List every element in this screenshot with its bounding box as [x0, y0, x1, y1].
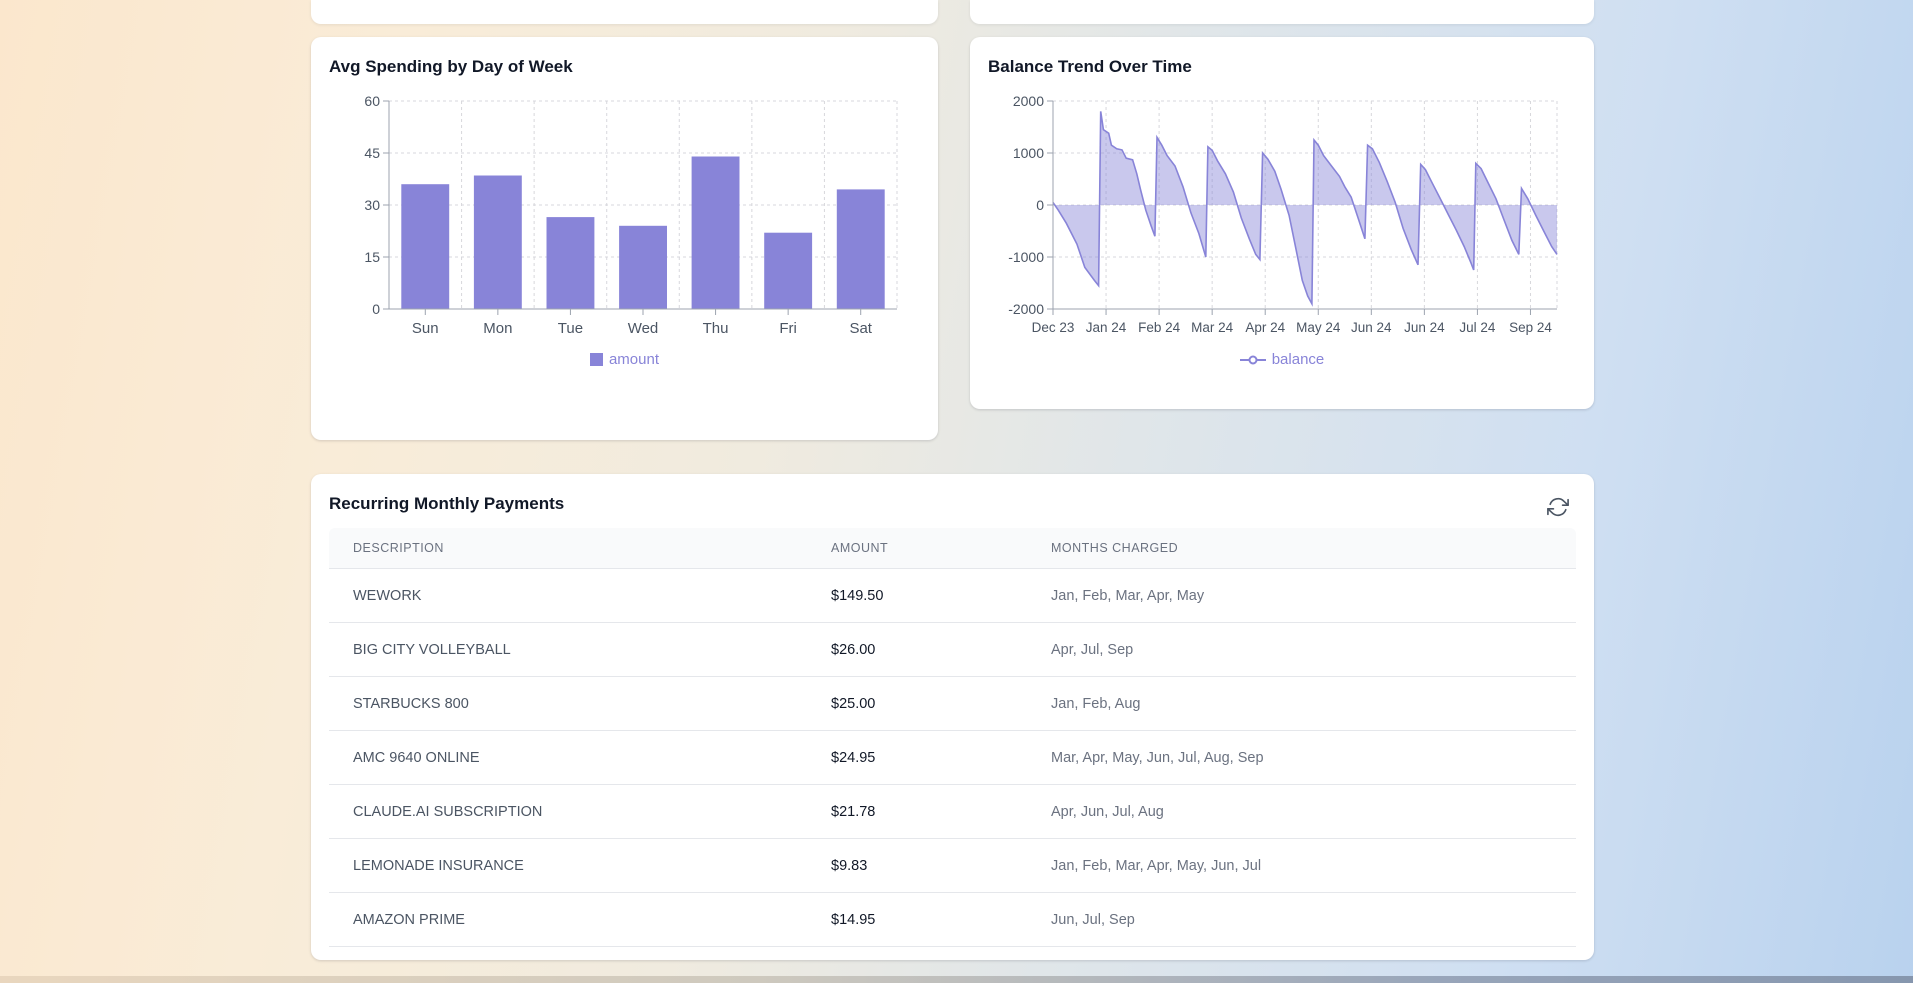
legend-square-icon	[589, 353, 603, 366]
recurring-payments-title: Recurring Monthly Payments	[329, 494, 565, 513]
svg-text:-1000: -1000	[1008, 249, 1044, 265]
description-cell: WEWORK	[353, 587, 422, 604]
legend-line-dot-icon	[1239, 355, 1266, 364]
amount-cell: $21.78	[831, 803, 876, 820]
svg-text:Mar 24: Mar 24	[1191, 320, 1234, 335]
amount-cell: $9.83	[831, 857, 868, 874]
avg-spending-card: Avg Spending by Day of Week 0 15 30 45 60 Sun…	[311, 37, 938, 440]
balance-trend-card: Balance Trend Over Time 2000 1000 0 -1000 -2…	[970, 37, 1594, 409]
svg-text:Jan 24: Jan 24	[1085, 320, 1126, 335]
svg-text:1000: 1000	[1012, 145, 1043, 161]
svg-text:May 24: May 24	[1296, 320, 1341, 335]
avg-spending-bar-chart: 0 15 30 45 60 Sun Mon Tue Wed Thu Fri Sat	[364, 93, 898, 337]
table-row: BIG CITY VOLLEYBALL $26.00 Apr, Jul, Sep	[329, 623, 1576, 677]
description-cell: LEMONADE INSURANCE	[353, 857, 524, 874]
amount-cell: $149.50	[831, 587, 884, 604]
svg-text:Sun: Sun	[412, 320, 439, 337]
amount-cell: $25.00	[831, 695, 876, 712]
svg-text:Feb 24: Feb 24	[1138, 320, 1181, 335]
recurring-payments-card: Recurring Monthly Payments DESCRIPTION AM…	[311, 474, 1594, 960]
svg-text:-2000: -2000	[1008, 301, 1044, 317]
svg-text:Jun 24: Jun 24	[1404, 320, 1445, 335]
svg-text:30: 30	[364, 197, 380, 213]
description-cell: CLAUDE.AI SUBSCRIPTION	[353, 803, 543, 820]
svg-text:Jun 24: Jun 24	[1351, 320, 1392, 335]
months-charged-cell: Jan, Feb, Mar, Apr, May, Jun, Jul	[1051, 857, 1262, 874]
column-header: DESCRIPTION	[353, 541, 444, 555]
description-cell: BIG CITY VOLLEYBALL	[353, 641, 511, 658]
table-header-row: DESCRIPTION AMOUNT MONTHS CHARGED	[329, 528, 1576, 569]
svg-text:45: 45	[364, 145, 380, 161]
months-charged-cell: Jun, Jul, Sep	[1051, 911, 1135, 928]
spending-legend-label: amount	[608, 351, 660, 368]
balance-area-chart: 2000 1000 0 -1000 -2000 Dec 23 Jan 24 Feb 24 Mar…	[1008, 93, 1558, 335]
svg-text:0: 0	[372, 301, 380, 317]
recurring-payments-table: DESCRIPTION AMOUNT MONTHS CHARGED WEWORK $14…	[329, 528, 1576, 947]
months-charged-cell: Mar, Apr, May, Jun, Jul, Aug, Sep	[1051, 749, 1264, 766]
scrolled-card-remnant-right	[970, 0, 1594, 24]
svg-text:Thu: Thu	[703, 320, 729, 337]
spending-chart-legend: amount	[311, 351, 938, 368]
refresh-icon	[1547, 497, 1569, 517]
months-charged-cell: Apr, Jun, Jul, Aug	[1051, 803, 1164, 820]
amount-cell: $26.00	[831, 641, 876, 658]
description-cell: STARBUCKS 800	[353, 695, 469, 712]
table-row: WEWORK $149.50 Jan, Feb, Mar, Apr, May	[329, 569, 1576, 623]
svg-text:Wed: Wed	[628, 320, 659, 337]
svg-text:Dec 23: Dec 23	[1031, 320, 1074, 335]
column-header: MONTHS CHARGED	[1051, 541, 1179, 555]
svg-text:Mon: Mon	[483, 320, 512, 337]
svg-text:60: 60	[364, 93, 380, 109]
svg-text:Fri: Fri	[779, 320, 797, 337]
description-cell: AMC 9640 ONLINE	[353, 749, 480, 766]
viewport-bottom-edge	[0, 976, 1913, 983]
description-cell: AMAZON PRIME	[353, 911, 465, 928]
column-header: AMOUNT	[831, 541, 889, 555]
svg-text:Sep 24: Sep 24	[1509, 320, 1552, 335]
balance-legend-label: balance	[1271, 351, 1325, 368]
table-row: LEMONADE INSURANCE $9.83 Jan, Feb, Mar, Ap…	[329, 839, 1576, 893]
spending-chart-title: Avg Spending by Day of Week	[329, 57, 573, 76]
svg-text:Tue: Tue	[558, 320, 583, 337]
svg-text:0: 0	[1036, 197, 1044, 213]
amount-cell: $14.95	[831, 911, 876, 928]
svg-text:Apr 24: Apr 24	[1245, 320, 1285, 335]
balance-chart-legend: balance	[970, 351, 1594, 368]
table-row: STARBUCKS 800 $25.00 Jan, Feb, Aug	[329, 677, 1576, 731]
table-row: AMAZON PRIME $14.95 Jun, Jul, Sep	[329, 893, 1576, 947]
amount-cell: $24.95	[831, 749, 876, 766]
refresh-button[interactable]	[1546, 496, 1570, 520]
table-row: CLAUDE.AI SUBSCRIPTION $21.78 Apr, Jun, Ju…	[329, 785, 1576, 839]
months-charged-cell: Jan, Feb, Mar, Apr, May	[1051, 587, 1205, 604]
svg-text:2000: 2000	[1012, 93, 1043, 109]
svg-text:15: 15	[364, 249, 380, 265]
scrolled-card-remnant-left	[311, 0, 938, 24]
svg-text:Jul 24: Jul 24	[1459, 320, 1496, 335]
svg-text:Sat: Sat	[849, 320, 872, 337]
balance-chart-title: Balance Trend Over Time	[988, 57, 1192, 76]
months-charged-cell: Apr, Jul, Sep	[1051, 641, 1134, 658]
months-charged-cell: Jan, Feb, Aug	[1051, 695, 1141, 712]
table-row: AMC 9640 ONLINE $24.95 Mar, Apr, May, Jun,…	[329, 731, 1576, 785]
